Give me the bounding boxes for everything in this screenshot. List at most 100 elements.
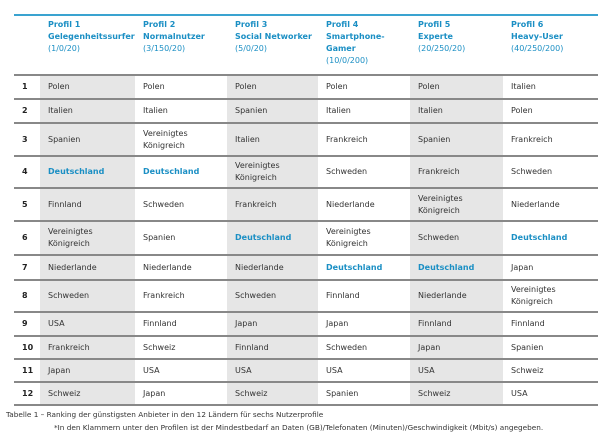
country-cell: Polen — [40, 75, 135, 99]
country-cell: USA — [326, 365, 343, 375]
country-cell: Vereinigtes Königreich — [511, 285, 556, 306]
country-cell: Spanien — [143, 233, 176, 242]
rank-cell: 11 — [22, 365, 34, 375]
header-row: Profil 1 Gelegenheitssurfer (1/0/20) Profil… — [14, 15, 598, 75]
rank-cell: 9 — [22, 319, 28, 328]
country-cell: Finnland — [326, 291, 360, 300]
country-cell: Polen — [143, 82, 165, 91]
country-cell: Frankreich — [143, 291, 185, 300]
country-cell: Niederlande — [410, 280, 503, 312]
country-cell: Finnland — [40, 188, 135, 221]
country-cell: Schweiz — [511, 365, 544, 375]
country-cell: Italien — [326, 106, 351, 115]
country-cell: Italien — [40, 99, 135, 123]
profile-name: Heavy-User — [511, 32, 563, 41]
rank-cell: 8 — [22, 291, 28, 300]
country-cell: Deutschland — [326, 262, 383, 272]
table-row: 1 Polen Polen Polen Polen Polen Italien — [14, 75, 598, 99]
profile-header: Profil 2 Normalnutzer (3/150/20) — [135, 15, 227, 75]
country-cell: Finnland — [227, 336, 318, 359]
rank-cell: 10 — [22, 342, 34, 352]
country-cell: Frankreich — [326, 134, 368, 144]
country-cell: Italien — [227, 123, 318, 156]
country-cell: Vereinigtes Königreich — [227, 156, 318, 188]
country-cell: Finnland — [511, 319, 545, 328]
country-cell: Schweden — [410, 221, 503, 255]
table-row: 8 Schweden Frankreich Schweden Finnland Niede… — [14, 280, 598, 312]
country-cell: Schweden — [326, 167, 368, 176]
profile-title: Profil 6 — [511, 20, 544, 29]
profile-name: Experte — [418, 32, 453, 41]
profile-header: Profil 5 Experte (20/250/20) — [410, 15, 503, 75]
country-cell: Finnland — [410, 312, 503, 336]
country-cell: USA — [227, 359, 318, 382]
country-cell: Schweden — [326, 342, 368, 352]
country-cell: Frankreich — [511, 134, 553, 144]
table-row: 4 Deutschland Deutschland Vereinigtes König… — [14, 156, 598, 188]
country-cell: USA — [143, 365, 160, 375]
country-cell: Niederlande — [40, 255, 135, 280]
country-cell: Schweiz — [40, 382, 135, 405]
country-cell: Spanien — [227, 99, 318, 123]
rank-header — [14, 15, 40, 75]
rank-cell: 3 — [22, 134, 28, 144]
table-caption: Tabelle 1 – Ranking der günstigsten Anbi… — [6, 410, 324, 419]
country-cell: Spanien — [511, 342, 544, 352]
profile-title: Profil 3 — [235, 20, 268, 29]
country-cell: Japan — [40, 359, 135, 382]
table-row: 2 Italien Italien Spanien Italien Italien Pole… — [14, 99, 598, 123]
country-cell: Schweiz — [410, 382, 503, 405]
ranking-table: Profil 1 Gelegenheitssurfer (1/0/20) Profil… — [14, 14, 598, 406]
country-cell: Deutschland — [227, 221, 318, 255]
rank-cell: 12 — [22, 388, 34, 398]
country-cell: Niederlande — [511, 199, 560, 209]
country-cell: Spanien — [326, 388, 359, 398]
country-cell: Vereinigtes Königreich — [410, 188, 503, 221]
country-cell: Niederlande — [326, 199, 375, 209]
rank-cell: 6 — [22, 233, 28, 242]
profile-requirements: (20/250/20) — [418, 44, 466, 53]
profile-title: Profil 5 — [418, 20, 451, 29]
table-row: 3 Spanien Vereinigtes Königreich Italien Fra… — [14, 123, 598, 156]
profile-header: Profil 4 Smartphone-Gamer (10/0/200) — [318, 15, 410, 75]
country-cell: Schweden — [227, 280, 318, 312]
table-footnote: *In den Klammern unter den Profilen ist … — [54, 423, 544, 432]
country-cell: Italien — [143, 106, 168, 115]
country-cell: Vereinigtes Königreich — [143, 128, 188, 150]
profile-requirements: (1/0/20) — [48, 44, 80, 53]
profile-requirements: (5/0/20) — [235, 44, 267, 53]
country-cell: Frankreich — [227, 188, 318, 221]
table-row: 10 Frankreich Schweiz Finnland Schweden Japan… — [14, 336, 598, 359]
country-cell: Deutschland — [410, 255, 503, 280]
country-cell: Schweden — [143, 199, 185, 209]
country-cell: Schweiz — [227, 382, 318, 405]
country-cell: Deutschland — [511, 233, 568, 242]
country-cell: Schweden — [40, 280, 135, 312]
table-row: 5 Finnland Schweden Frankreich Niederlande Ve… — [14, 188, 598, 221]
country-cell: Italien — [410, 99, 503, 123]
country-cell: Spanien — [40, 123, 135, 156]
profile-requirements: (40/250/200) — [511, 44, 564, 53]
table-row: 11 Japan USA USA USA USA Schweiz — [14, 359, 598, 382]
profile-name: Gelegenheitssurfer — [48, 32, 135, 41]
country-cell: Vereinigtes Königreich — [40, 221, 135, 255]
table-row: 9 USA Finnland Japan Japan Finnland Finnland — [14, 312, 598, 336]
table-row: 7 Niederlande Niederlande Niederlande Deutsc… — [14, 255, 598, 280]
country-cell: USA — [40, 312, 135, 336]
country-cell: Polen — [410, 75, 503, 99]
country-cell: Frankreich — [40, 336, 135, 359]
country-cell: Polen — [326, 82, 348, 91]
rank-cell: 1 — [22, 82, 28, 91]
rank-cell: 7 — [22, 262, 28, 272]
country-cell: Frankreich — [410, 156, 503, 188]
profile-name: Normalnutzer — [143, 32, 205, 41]
profile-header: Profil 3 Social Networker (5/0/20) — [227, 15, 318, 75]
country-cell: USA — [410, 359, 503, 382]
profile-header: Profil 6 Heavy-User (40/250/200) — [503, 15, 598, 75]
country-cell: Spanien — [410, 123, 503, 156]
profile-title: Profil 2 — [143, 20, 176, 29]
rank-cell: 5 — [22, 199, 28, 209]
country-cell: Polen — [227, 75, 318, 99]
country-cell: Deutschland — [40, 156, 135, 188]
country-cell: Vereinigtes Königreich — [326, 227, 371, 248]
